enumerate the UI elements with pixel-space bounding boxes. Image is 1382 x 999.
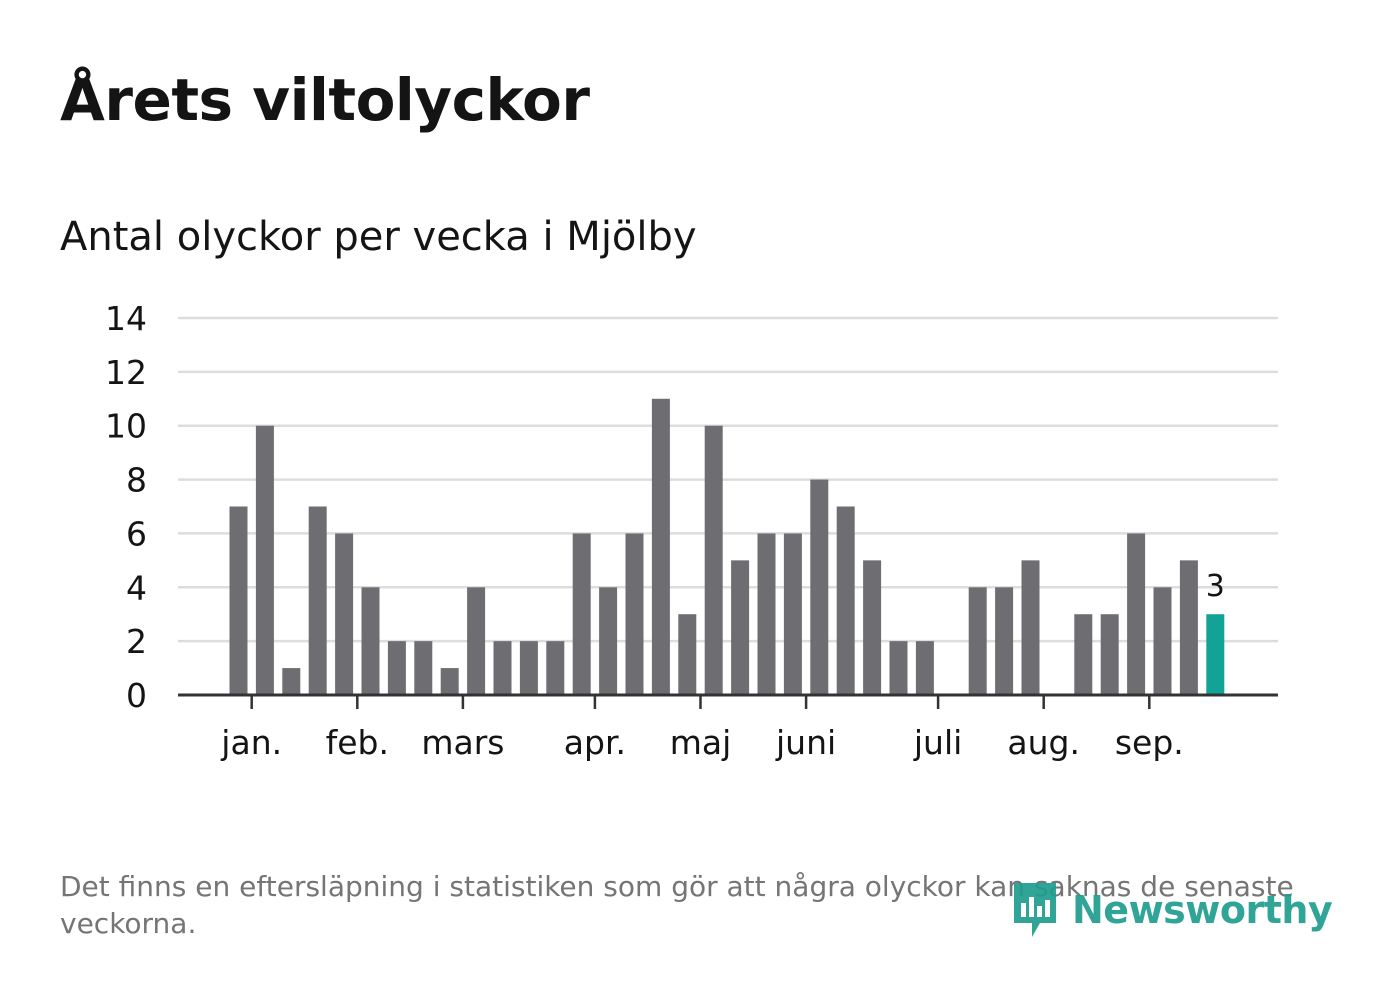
bar	[1021, 560, 1040, 695]
bar	[361, 587, 380, 695]
bar	[731, 560, 750, 695]
y-tick-label: 8	[126, 461, 147, 500]
bar	[810, 479, 829, 695]
bar	[229, 506, 248, 695]
bar	[704, 425, 723, 695]
bar	[625, 533, 644, 695]
bar	[308, 506, 327, 695]
bars	[229, 398, 1225, 695]
x-tick-label: aug.	[1007, 723, 1080, 762]
bar	[335, 533, 354, 695]
bar	[1074, 614, 1093, 695]
bar	[757, 533, 776, 695]
bar	[282, 668, 301, 695]
bar	[440, 668, 459, 695]
bar	[968, 587, 987, 695]
bar	[1179, 560, 1198, 695]
x-tick-label: jan.	[220, 723, 282, 762]
newsworthy-logo-icon	[1014, 883, 1056, 937]
x-tick-label: mars	[421, 723, 504, 762]
bar	[599, 587, 618, 695]
x-tick-label: sep.	[1115, 723, 1184, 762]
x-tick-label: juli	[913, 723, 962, 762]
bar	[467, 587, 486, 695]
data-label-current-week: 3	[1206, 569, 1225, 604]
bar-current-week	[1206, 614, 1225, 695]
x-tick-label: feb.	[326, 723, 389, 762]
chart-subtitle: Antal olyckor per vecka i Mjölby	[60, 214, 697, 260]
x-tick-label: maj	[670, 723, 732, 762]
bar	[1100, 614, 1119, 695]
y-axis-ticks: 0 2 4 6 8 10 12 14	[105, 299, 147, 715]
bar	[836, 506, 855, 695]
x-tick-label: apr.	[564, 723, 626, 762]
y-tick-label: 2	[126, 622, 147, 661]
bar	[493, 641, 512, 695]
y-tick-label: 6	[126, 514, 147, 553]
bar	[519, 641, 538, 695]
y-tick-label: 4	[126, 568, 147, 607]
bar	[546, 641, 565, 695]
y-tick-label: 14	[105, 299, 147, 338]
bar	[387, 641, 406, 695]
bar	[1153, 587, 1172, 695]
bar	[889, 641, 908, 695]
footnote: Det finns en eftersläpning i statistiken…	[60, 870, 1294, 940]
data-labels: 3	[1206, 569, 1225, 604]
brand-name: Newsworthy	[1072, 888, 1333, 932]
bar	[651, 398, 670, 695]
bar	[863, 560, 882, 695]
y-tick-label: 10	[105, 407, 147, 446]
gridlines	[178, 316, 1278, 643]
newsworthy-logo: Newsworthy	[1010, 878, 1333, 942]
bar	[995, 587, 1014, 695]
bar	[572, 533, 591, 695]
bar	[783, 533, 802, 695]
bar	[1127, 533, 1146, 695]
bar	[915, 641, 934, 695]
bar	[255, 425, 274, 695]
y-tick-label: 12	[105, 353, 147, 392]
bar	[414, 641, 433, 695]
bar	[678, 614, 697, 695]
y-tick-label: 0	[126, 676, 147, 715]
x-tick-label: juni	[775, 723, 836, 762]
chart-title: Årets viltolyckor	[60, 66, 590, 134]
x-axis-ticks: jan. feb. mars apr. maj juni juli aug. sep.	[220, 695, 1184, 762]
